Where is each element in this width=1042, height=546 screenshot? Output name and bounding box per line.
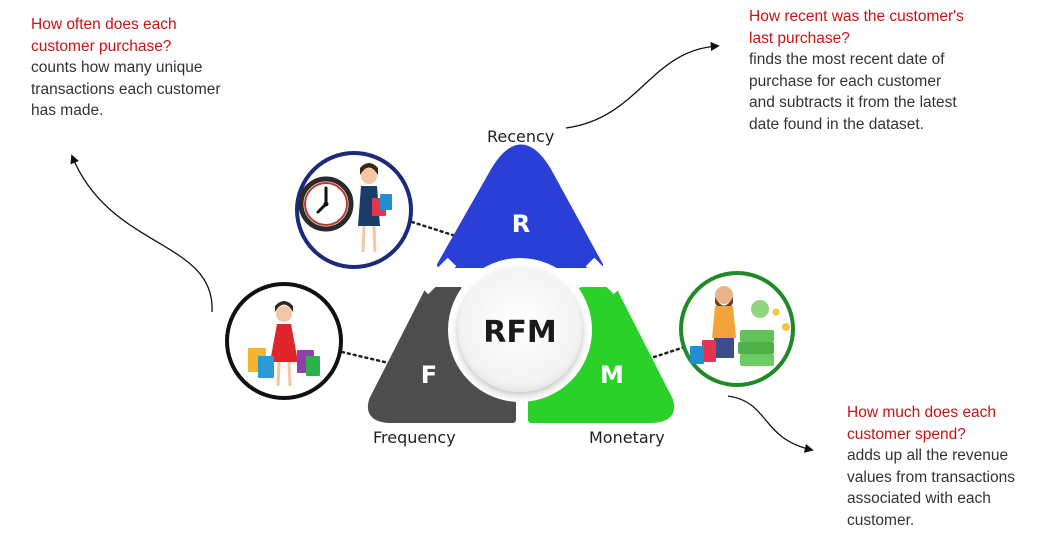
monetary-arrow [727, 395, 814, 453]
recency-question: How recent was the customer's last purch… [749, 8, 964, 47]
recency-segment [437, 144, 603, 268]
frequency-label: Frequency [373, 428, 456, 447]
rfm-center-label: RFM [483, 315, 556, 350]
recency-letter: R [512, 210, 530, 238]
frequency-arrow [70, 154, 213, 313]
recency-description: finds the most recent date of purchase f… [749, 51, 957, 133]
monetary-description-block: How much does each customer spend? adds … [847, 402, 1037, 531]
frequency-question: How often does each customer purchase? [31, 16, 177, 55]
monetary-label: Monetary [589, 428, 665, 447]
man-with-money-and-bags-icon [679, 271, 795, 387]
segment-separator [585, 257, 623, 295]
frequency-letter: F [421, 361, 437, 389]
frequency-description-block: How often does each customer purchase? c… [31, 14, 236, 122]
clock-and-shopper-woman-icon [295, 151, 413, 269]
monetary-letter: M [600, 361, 624, 389]
recency-label: Recency [487, 127, 555, 146]
recency-arrow [565, 41, 720, 129]
segment-separator [419, 257, 457, 295]
frequency-description: counts how many unique transactions each… [31, 59, 221, 119]
woman-with-shopping-bags-icon [225, 282, 343, 400]
monetary-description: adds up all the revenue values from tran… [847, 447, 1015, 529]
recency-description-block: How recent was the customer's last purch… [749, 6, 964, 135]
frequency-connector [340, 350, 395, 366]
rfm-center-circle [458, 268, 582, 392]
monetary-question: How much does each customer spend? [847, 404, 997, 443]
